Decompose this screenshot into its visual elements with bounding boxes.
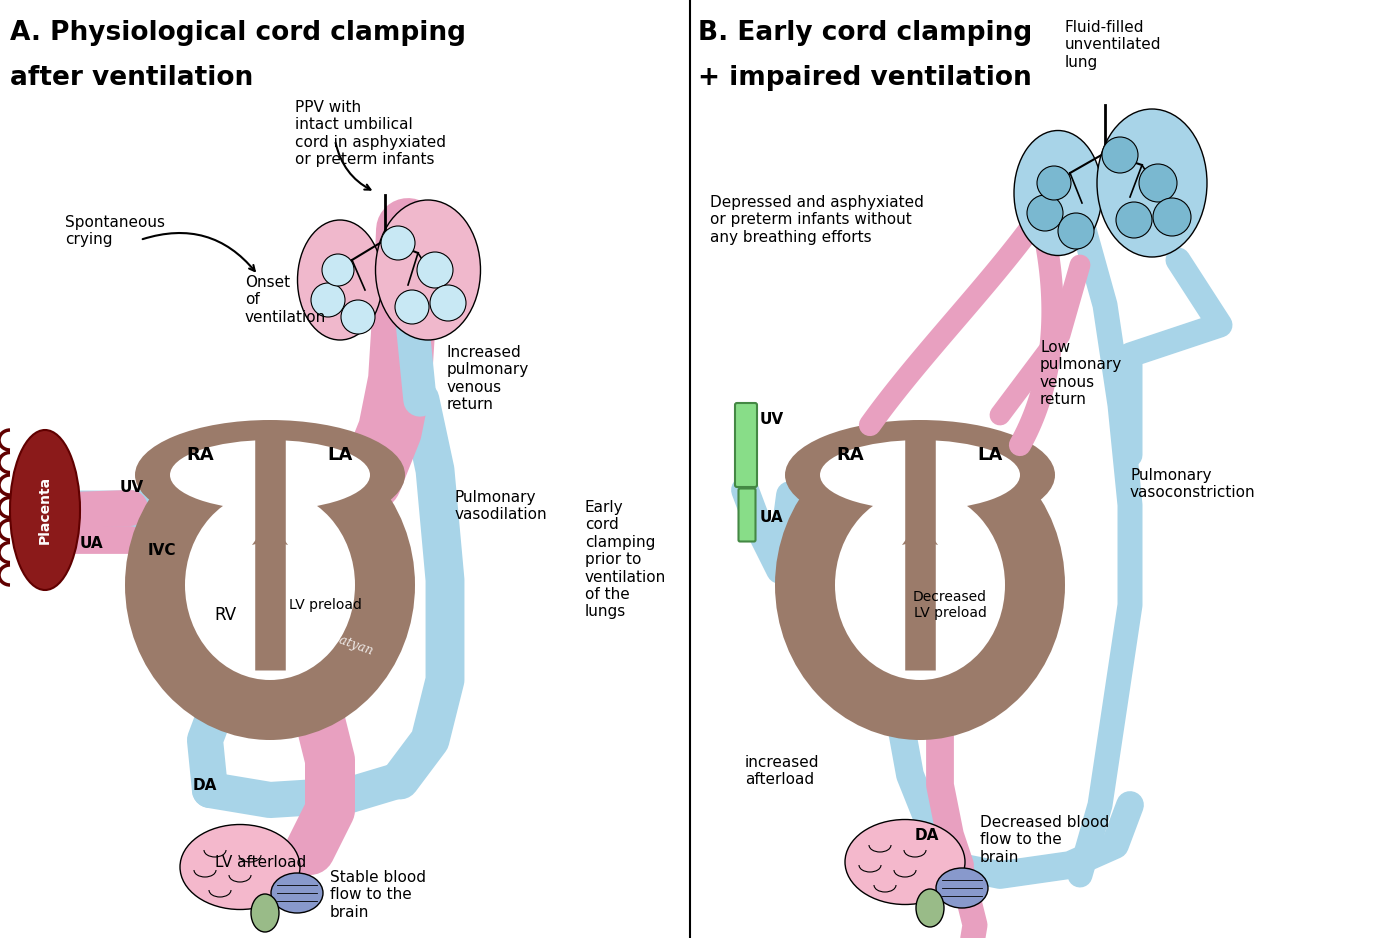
Text: Spontaneous
crying: Spontaneous crying bbox=[65, 215, 166, 248]
Circle shape bbox=[395, 290, 429, 324]
Text: UA: UA bbox=[760, 510, 784, 525]
Ellipse shape bbox=[916, 889, 944, 927]
Ellipse shape bbox=[1014, 130, 1103, 255]
Text: Early
cord
clamping
prior to
ventilation
of the
lungs: Early cord clamping prior to ventilation… bbox=[585, 500, 667, 619]
FancyBboxPatch shape bbox=[738, 489, 755, 541]
Ellipse shape bbox=[298, 220, 382, 340]
Text: DA: DA bbox=[915, 828, 940, 843]
Text: DA: DA bbox=[193, 778, 218, 793]
Ellipse shape bbox=[270, 873, 323, 913]
Ellipse shape bbox=[1097, 109, 1208, 257]
Ellipse shape bbox=[185, 490, 355, 680]
Polygon shape bbox=[253, 520, 270, 545]
Text: B. Early cord clamping: B. Early cord clamping bbox=[698, 20, 1032, 46]
Polygon shape bbox=[920, 520, 938, 545]
Text: Onset
of
ventilation: Onset of ventilation bbox=[246, 275, 326, 325]
Ellipse shape bbox=[170, 440, 370, 510]
Text: UV: UV bbox=[120, 480, 144, 495]
Text: RA: RA bbox=[836, 446, 864, 464]
Text: IVC: IVC bbox=[148, 543, 177, 558]
Text: LV preload: LV preload bbox=[288, 598, 362, 612]
Text: after ventilation: after ventilation bbox=[10, 65, 254, 91]
Text: LA: LA bbox=[977, 446, 1003, 464]
Ellipse shape bbox=[820, 440, 1020, 510]
Ellipse shape bbox=[845, 820, 965, 904]
Text: UA: UA bbox=[80, 536, 104, 551]
Ellipse shape bbox=[375, 200, 480, 340]
Text: Fluid-filled
unventilated
lung: Fluid-filled unventilated lung bbox=[1065, 20, 1162, 69]
Text: Decreased
LV preload: Decreased LV preload bbox=[914, 590, 987, 620]
Text: RV: RV bbox=[214, 606, 236, 624]
Circle shape bbox=[1116, 202, 1152, 238]
Circle shape bbox=[1058, 213, 1094, 249]
Ellipse shape bbox=[179, 825, 299, 910]
Text: Stable blood
flow to the
brain: Stable blood flow to the brain bbox=[330, 870, 426, 920]
Ellipse shape bbox=[936, 868, 988, 908]
Circle shape bbox=[322, 254, 355, 286]
Text: PPV with
intact umbilical
cord in asphyxiated
or preterm infants: PPV with intact umbilical cord in asphyx… bbox=[295, 100, 446, 167]
Text: LV afterload: LV afterload bbox=[215, 855, 306, 870]
Circle shape bbox=[341, 300, 375, 334]
Text: Pulmonary
vasoconstriction: Pulmonary vasoconstriction bbox=[1130, 468, 1256, 500]
Text: LA: LA bbox=[327, 446, 353, 464]
Text: Placenta: Placenta bbox=[39, 476, 52, 544]
Polygon shape bbox=[903, 520, 920, 545]
Ellipse shape bbox=[10, 430, 80, 590]
Text: A. Physiological cord clamping: A. Physiological cord clamping bbox=[10, 20, 466, 46]
Circle shape bbox=[1027, 195, 1063, 231]
Circle shape bbox=[431, 285, 466, 321]
Circle shape bbox=[381, 226, 415, 260]
Ellipse shape bbox=[126, 430, 415, 740]
Circle shape bbox=[1154, 198, 1191, 236]
FancyBboxPatch shape bbox=[736, 403, 758, 487]
Text: Low
pulmonary
venous
return: Low pulmonary venous return bbox=[1041, 340, 1122, 407]
Text: Pulmonary
vasodilation: Pulmonary vasodilation bbox=[455, 490, 548, 522]
Text: Increased
pulmonary
venous
return: Increased pulmonary venous return bbox=[447, 345, 530, 412]
Circle shape bbox=[1036, 166, 1071, 200]
Text: UV: UV bbox=[760, 413, 784, 428]
Ellipse shape bbox=[251, 894, 279, 932]
Text: RA: RA bbox=[186, 446, 214, 464]
Circle shape bbox=[310, 283, 345, 317]
Circle shape bbox=[1103, 137, 1138, 173]
Text: increased
afterload: increased afterload bbox=[745, 755, 820, 787]
Text: Decreased blood
flow to the
brain: Decreased blood flow to the brain bbox=[980, 815, 1110, 865]
Text: Satyan: Satyan bbox=[330, 631, 375, 658]
Ellipse shape bbox=[785, 420, 1054, 530]
Text: + impaired ventilation: + impaired ventilation bbox=[698, 65, 1032, 91]
Text: Depressed and asphyxiated
or preterm infants without
any breathing efforts: Depressed and asphyxiated or preterm inf… bbox=[709, 195, 923, 245]
Ellipse shape bbox=[135, 420, 404, 530]
Circle shape bbox=[1138, 164, 1177, 202]
Ellipse shape bbox=[835, 490, 1005, 680]
Ellipse shape bbox=[776, 430, 1065, 740]
Circle shape bbox=[417, 252, 453, 288]
Polygon shape bbox=[270, 520, 288, 545]
